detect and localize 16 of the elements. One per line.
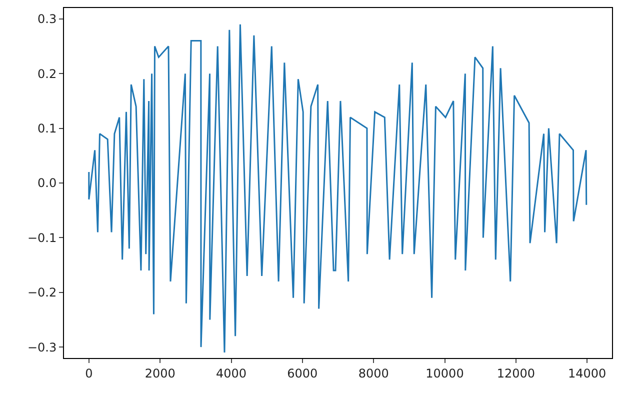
x-tick-label: 14000: [568, 366, 606, 380]
y-tick-label: 0.3: [38, 12, 57, 26]
y-tick-label: −0.2: [27, 286, 57, 300]
x-tick-label: 2000: [144, 366, 176, 380]
x-tick-label: 6000: [287, 366, 318, 380]
x-tick-label: 4000: [216, 366, 247, 380]
x-tick-label: 12000: [496, 366, 536, 380]
y-tick-label: −0.3: [27, 340, 57, 354]
y-tick-label: 0.2: [38, 66, 57, 81]
line-series: [88, 24, 588, 354]
x-tick-label: 8000: [358, 366, 389, 380]
y-tick-label: −0.1: [27, 230, 57, 245]
y-tick-label: 0.1: [38, 122, 57, 136]
x-tick-label: 0: [85, 366, 93, 380]
x-tick-label: 10000: [426, 366, 464, 380]
y-tick-label: 0.0: [38, 176, 57, 190]
